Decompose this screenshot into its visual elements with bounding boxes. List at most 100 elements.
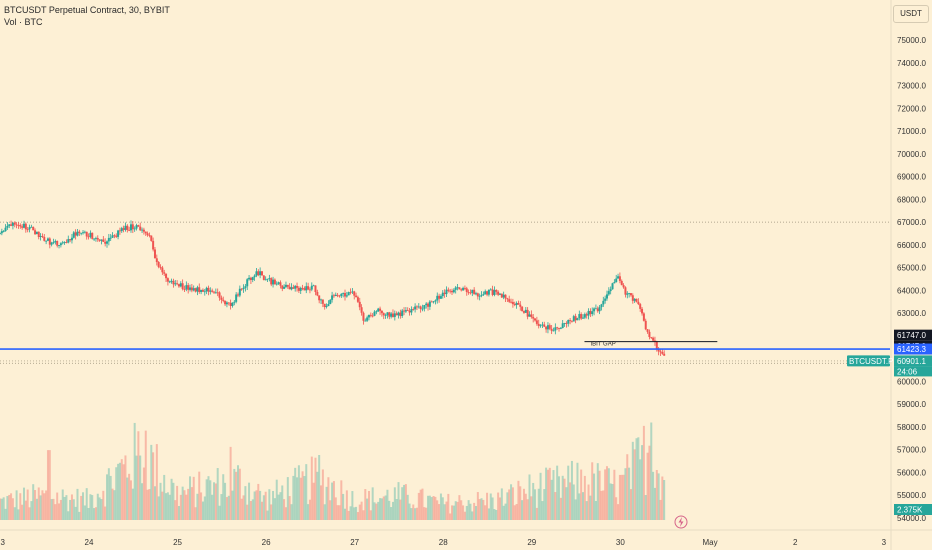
volume-bar	[174, 500, 177, 520]
volume-bar	[648, 445, 651, 520]
volume-bar	[379, 498, 382, 520]
volume-bar	[657, 473, 660, 520]
candle-body	[257, 271, 260, 276]
candle-body	[141, 229, 144, 231]
lightning-icon[interactable]	[674, 515, 688, 529]
candle-body	[535, 320, 538, 324]
candle-body	[89, 232, 92, 237]
candle-body	[41, 236, 44, 238]
volume-bar	[251, 499, 254, 520]
chart-legend: BTCUSDT Perpetual Contract, 30, BYBIT Vo…	[4, 4, 170, 28]
volume-bar	[72, 499, 75, 520]
volume-bar	[321, 469, 324, 520]
volume-bar	[580, 469, 583, 520]
volume-bar	[299, 477, 302, 520]
candle-body	[648, 331, 651, 338]
volume-bar	[257, 483, 260, 520]
candle-body	[445, 289, 448, 295]
candle-body	[382, 313, 385, 316]
candle-body	[176, 283, 179, 285]
candle-body	[124, 225, 127, 230]
volume-bar	[355, 506, 358, 520]
volume-bar	[284, 507, 287, 520]
volume-bar	[367, 490, 370, 520]
candle-body	[559, 327, 562, 329]
volume-bar	[205, 479, 208, 520]
candle-body	[397, 312, 400, 316]
candle-body	[166, 278, 169, 282]
currency-button[interactable]: USDT	[893, 5, 929, 23]
candle-body	[139, 226, 142, 231]
candle-body	[107, 237, 110, 242]
candle-body	[181, 283, 184, 290]
volume-bar	[30, 501, 33, 520]
volume-bar	[561, 475, 564, 520]
candle-body	[556, 327, 559, 329]
candle-body	[118, 230, 121, 232]
candle-body	[155, 258, 158, 263]
candle-body	[192, 288, 195, 291]
volume-bar	[624, 468, 627, 520]
volume-bar	[364, 489, 367, 520]
volume-bar	[417, 492, 420, 520]
candle-body	[367, 314, 370, 318]
candle-body	[96, 237, 99, 240]
volume-bar	[434, 496, 437, 520]
candle-body	[480, 295, 483, 296]
candle-body	[153, 249, 156, 259]
volume-bar	[489, 493, 492, 520]
candle-body	[565, 323, 568, 324]
candle-body	[432, 301, 435, 303]
candle-body	[436, 295, 439, 301]
y-tick-label: 58000.0	[897, 423, 926, 432]
volume-bar	[344, 508, 347, 520]
candle-body	[142, 229, 145, 232]
volume-bar	[46, 450, 49, 520]
volume-bar	[163, 474, 166, 520]
volume-bar	[231, 490, 234, 520]
candle-body	[323, 303, 326, 308]
volume-bar	[637, 437, 640, 520]
volume-bar	[569, 482, 572, 520]
y-tick-label: 72000.0	[897, 104, 926, 113]
candle-body	[611, 283, 614, 290]
volume-bar	[273, 498, 276, 520]
candle-body	[262, 275, 265, 280]
candle-body	[534, 318, 537, 321]
candle-body	[530, 314, 533, 317]
candle-body	[93, 238, 96, 240]
x-tick-label: 23	[0, 538, 5, 547]
volume-bar	[262, 495, 265, 520]
candle-body	[320, 299, 323, 301]
volume-bar	[334, 497, 337, 520]
candle-body	[462, 287, 465, 291]
candle-body	[0, 233, 1, 235]
candle-body	[377, 308, 380, 312]
candle-body	[404, 310, 407, 312]
y-tick-label: 59000.0	[897, 400, 926, 409]
candle-body	[308, 289, 311, 291]
volume-bar	[100, 499, 103, 520]
candle-body	[661, 351, 664, 354]
candle-body	[331, 295, 334, 300]
candle-body	[240, 288, 243, 290]
volume-bar	[242, 495, 245, 520]
volume-bar	[537, 488, 540, 520]
volume-bar	[626, 454, 629, 520]
volume-bar	[120, 459, 123, 520]
x-tick-label: 26	[262, 538, 271, 547]
volume-bar	[290, 504, 293, 520]
volume-bar	[511, 487, 514, 520]
volume-bar	[200, 492, 203, 520]
volume-bar	[548, 467, 551, 520]
volume-bar	[441, 497, 444, 520]
candle-body	[583, 314, 586, 318]
candle-body	[157, 262, 160, 267]
volume-bar	[598, 470, 601, 520]
candle-body	[524, 309, 527, 313]
volume-bar	[26, 489, 29, 520]
candle-body	[8, 224, 11, 226]
y-tick-label: 75000.0	[897, 36, 926, 45]
candle-body	[135, 225, 138, 229]
